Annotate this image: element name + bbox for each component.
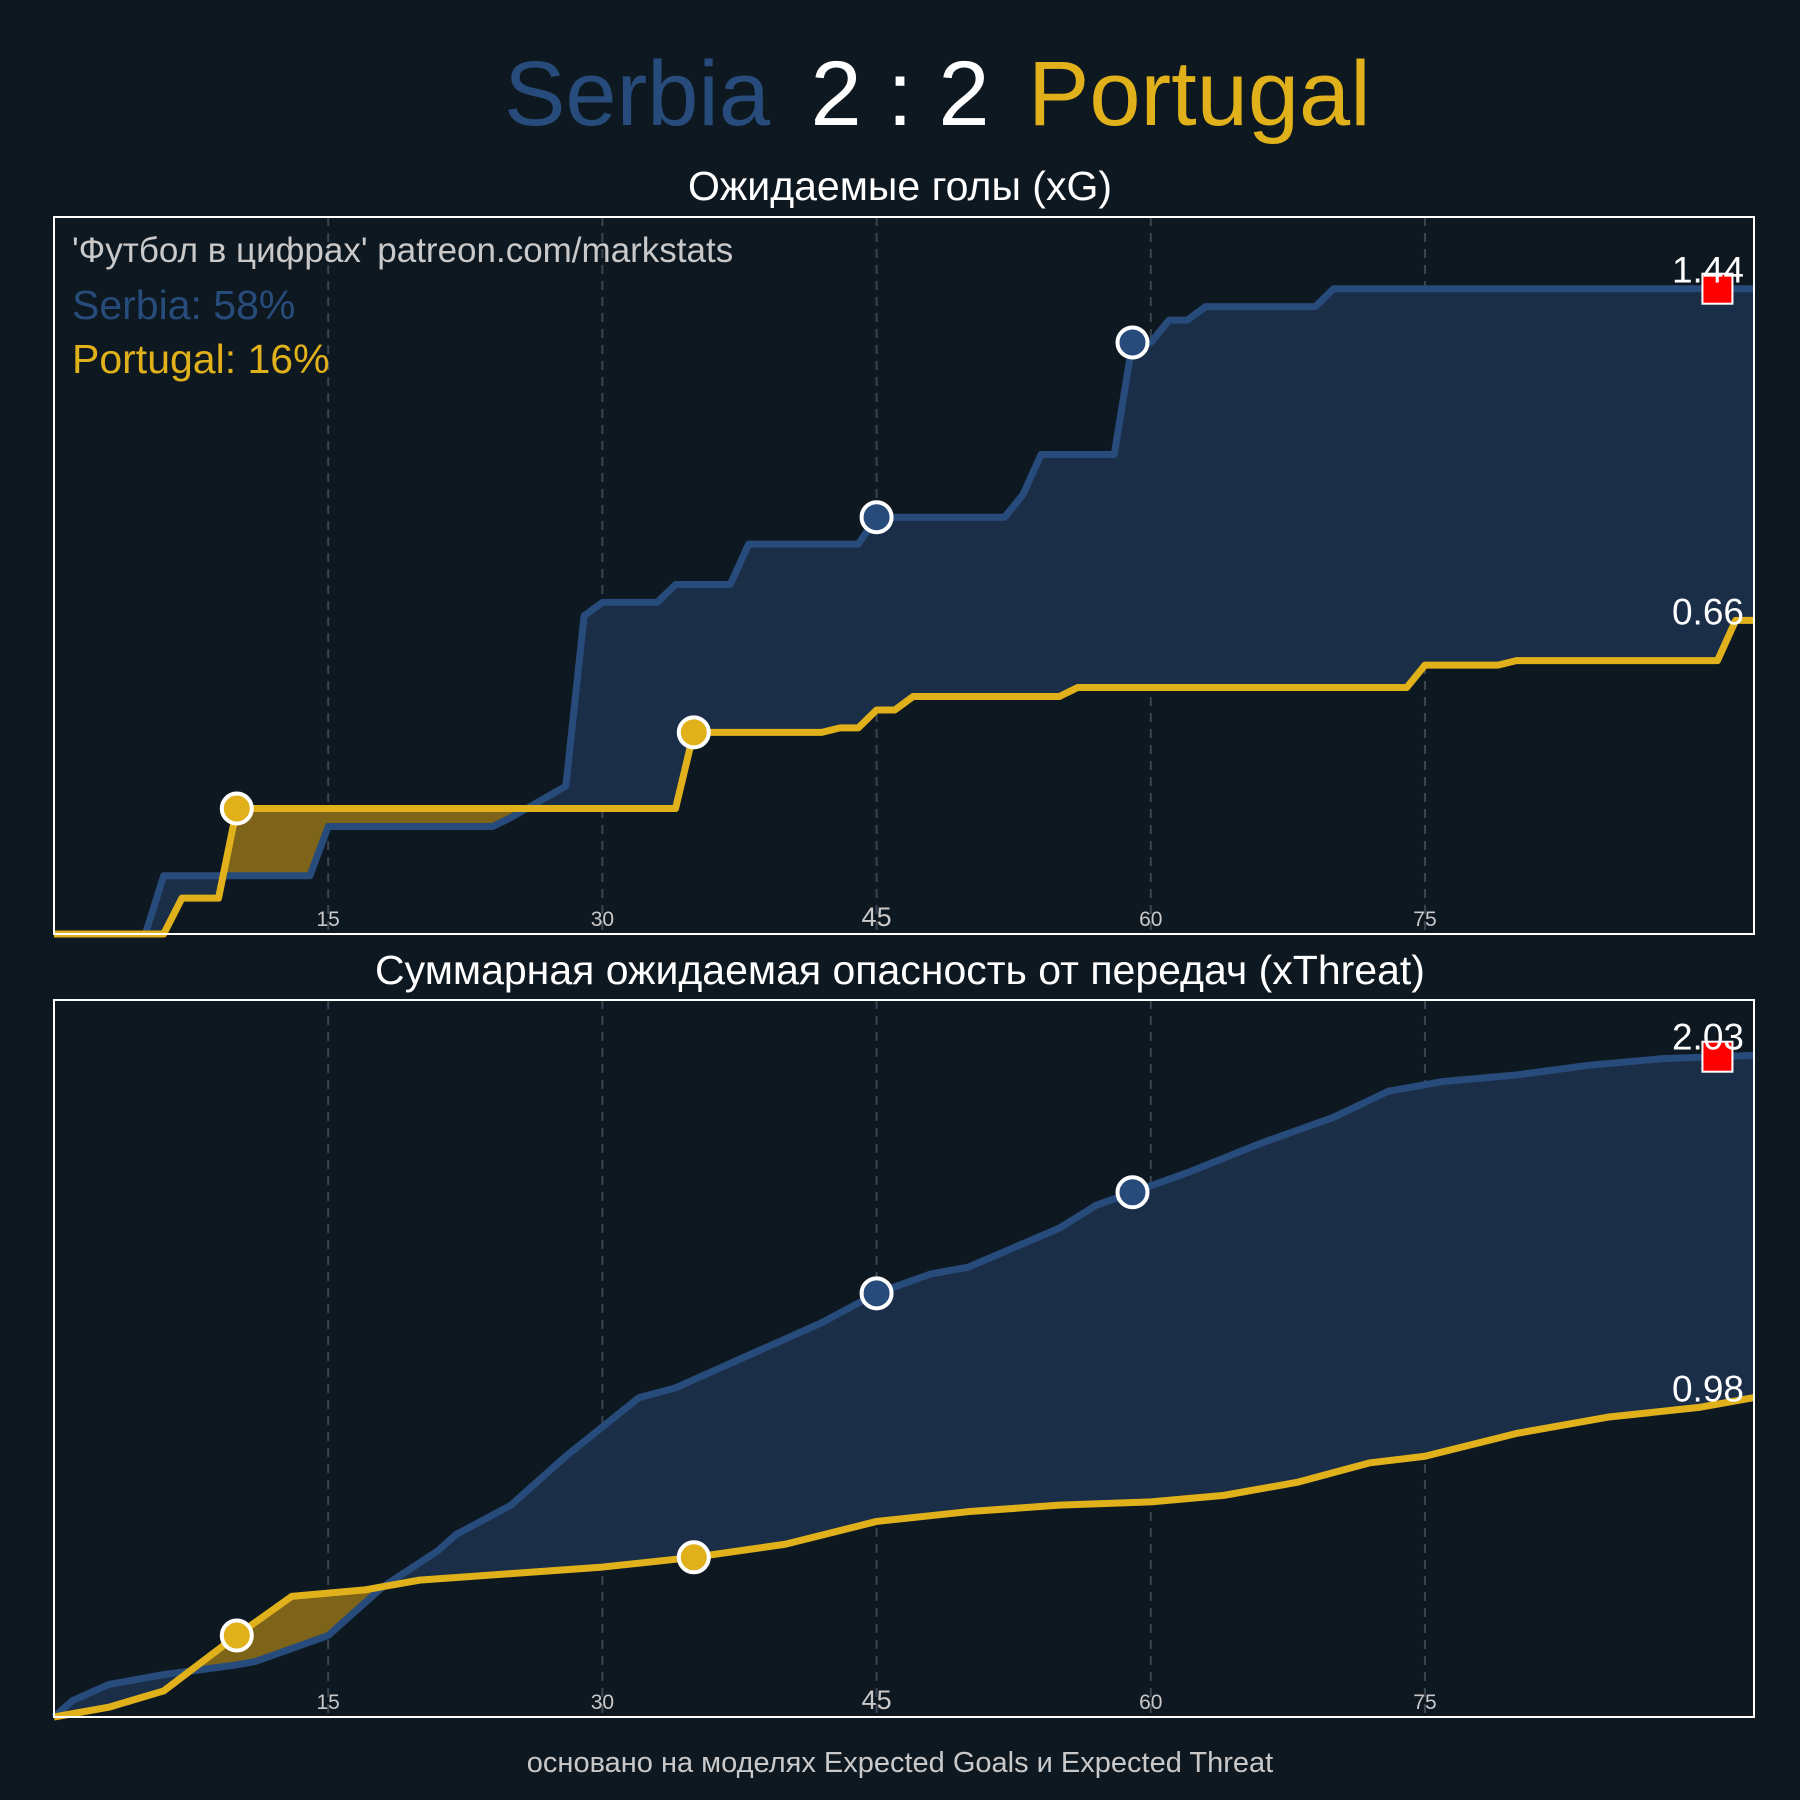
x-tick-label: 60 xyxy=(1139,908,1162,931)
x-tick-label: 30 xyxy=(591,908,614,931)
goal-marker xyxy=(676,715,711,750)
serbia-series-line xyxy=(51,1051,1755,1720)
area-between-fill xyxy=(531,288,1755,809)
area-between-fill xyxy=(54,864,226,934)
portugal-end-value-label: 0.98 xyxy=(1672,1369,1744,1410)
serbia-series-line xyxy=(54,285,1754,938)
footer-note: основано на моделях Expected Goals и Exp… xyxy=(527,1747,1273,1779)
xg-panel-title: Ожидаемые голы (xG) xyxy=(688,163,1112,209)
plot-frame xyxy=(53,216,1755,935)
home-team-title: Serbia xyxy=(504,43,771,145)
serbia-end-value-label: 1.44 xyxy=(1672,250,1744,291)
plot-frame xyxy=(53,999,1755,1718)
goal-marker xyxy=(1115,1175,1150,1210)
red-card-marker xyxy=(1701,1040,1734,1073)
x-tick-label: 30 xyxy=(591,1691,614,1714)
xg-plot: 15 30 45 60 75 1.44 0.66 xyxy=(53,216,1755,938)
home-win-probability: Serbia: 58% xyxy=(72,282,295,328)
x-tick-label: 45 xyxy=(862,902,892,932)
x-tick-label: 75 xyxy=(1413,1691,1436,1714)
goal-marker xyxy=(859,1276,894,1311)
portugal-series-line xyxy=(54,616,1754,938)
area-between-fill xyxy=(54,1670,192,1717)
away-win-probability: Portugal: 16% xyxy=(72,336,330,382)
xthreat-plot: 15 30 45 60 75 2.03 0.98 xyxy=(51,999,1755,1721)
watermark-text: 'Футбол в цифрах' patreon.com/markstats xyxy=(72,231,733,270)
area-between-fill xyxy=(383,1055,1755,1587)
portugal-end-value-label: 0.66 xyxy=(1672,591,1744,632)
xthreat-panel-title: Суммарная ожидаемая опасность от передач… xyxy=(375,947,1425,993)
portugal-series-line xyxy=(53,1394,1755,1721)
goal-marker xyxy=(219,1618,254,1653)
x-tick-label: 45 xyxy=(862,1685,892,1715)
x-tick-label: 15 xyxy=(317,1691,340,1714)
serbia-end-value-label: 2.03 xyxy=(1672,1016,1744,1057)
x-tick-label: 15 xyxy=(317,908,340,931)
score-title: 2 : 2 xyxy=(810,43,989,145)
goal-marker xyxy=(1115,325,1150,360)
red-card-marker xyxy=(1701,272,1734,305)
away-team-title: Portugal xyxy=(1028,43,1371,145)
goal-marker xyxy=(676,1540,711,1575)
goal-marker xyxy=(859,500,894,535)
x-tick-label: 75 xyxy=(1413,908,1436,931)
x-tick-label: 60 xyxy=(1139,1691,1162,1714)
area-between-fill xyxy=(225,805,532,876)
goal-marker xyxy=(219,791,254,826)
